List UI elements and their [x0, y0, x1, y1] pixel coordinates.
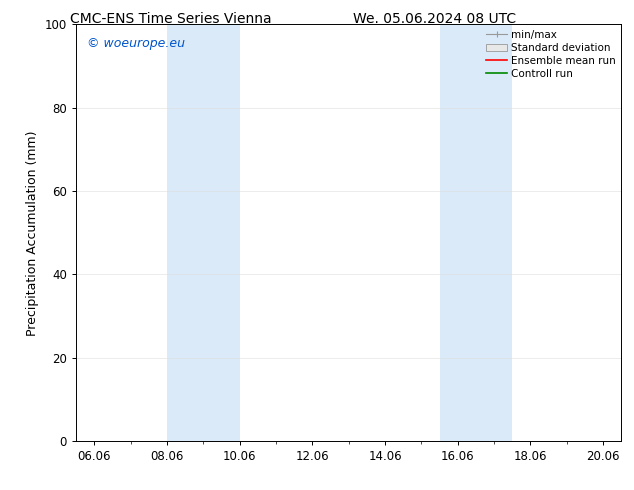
Text: We. 05.06.2024 08 UTC: We. 05.06.2024 08 UTC	[353, 12, 516, 26]
Y-axis label: Precipitation Accumulation (mm): Precipitation Accumulation (mm)	[26, 130, 39, 336]
Text: CMC-ENS Time Series Vienna: CMC-ENS Time Series Vienna	[70, 12, 272, 26]
Text: © woeurope.eu: © woeurope.eu	[87, 37, 185, 50]
Bar	[167, 24, 240, 441]
Legend: min/max, Standard deviation, Ensemble mean run, Controll run: min/max, Standard deviation, Ensemble me…	[483, 26, 619, 82]
Bar	[439, 24, 512, 441]
